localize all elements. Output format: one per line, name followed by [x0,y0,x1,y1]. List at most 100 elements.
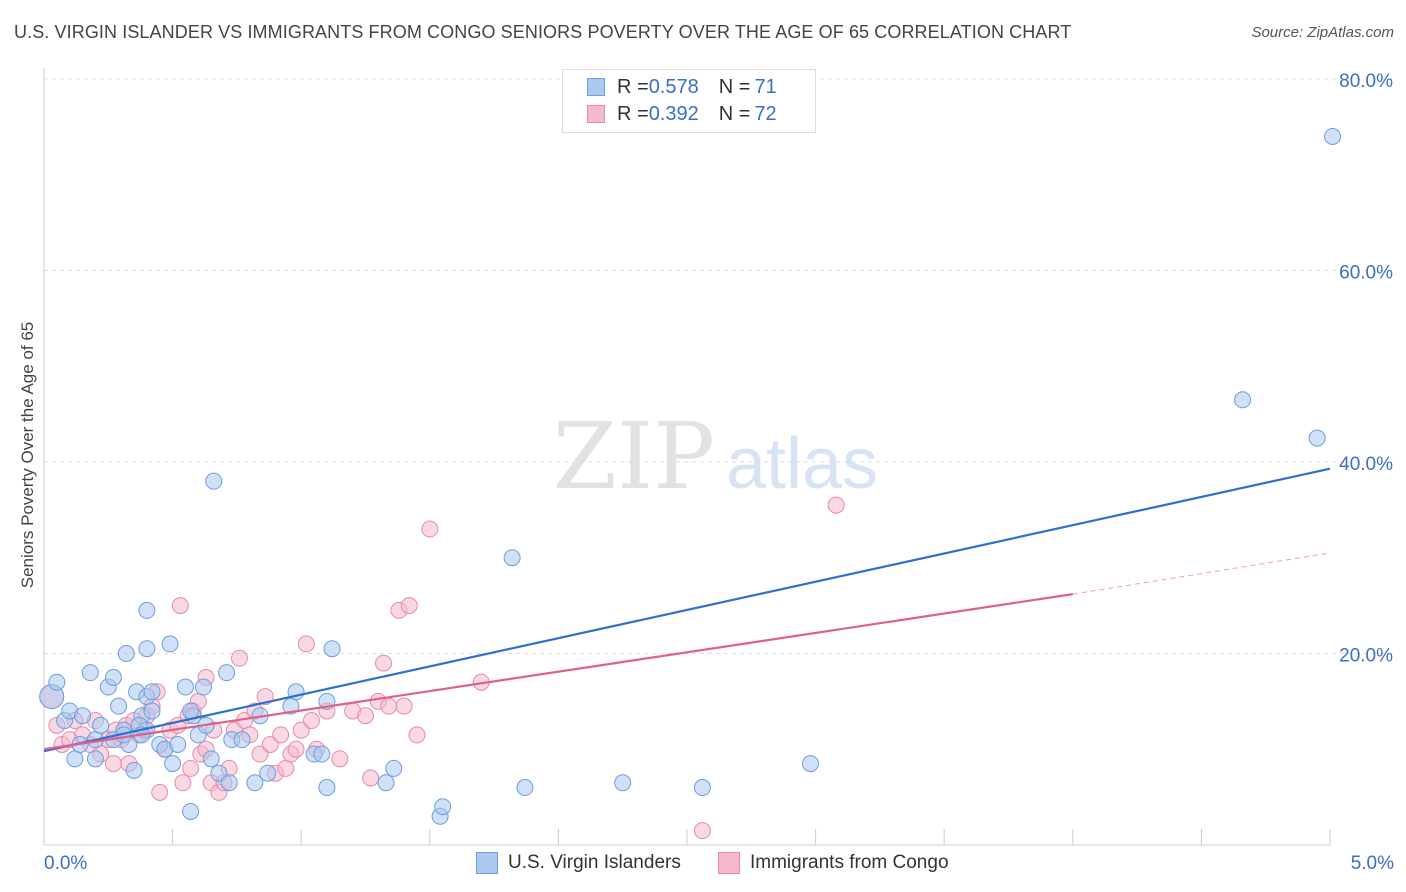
blue-legend-swatch [476,852,498,874]
chart-title: U.S. VIRGIN ISLANDER VS IMMIGRANTS FROM … [14,22,1072,42]
virgin-islander-point [1324,127,1342,145]
virgin-islander-point [318,779,336,797]
virgin-islander-point [246,774,264,792]
virgin-islander-point [194,678,212,696]
congo-point [272,726,290,744]
legend-r-label-1: R = [617,75,649,98]
congo-point [174,774,192,792]
virgin-islander-point [233,731,251,749]
congo-trendline [43,593,1073,751]
congo-point [362,769,380,787]
virgin-islander-point [801,755,819,773]
congo-point [375,654,393,672]
grid-lines [44,78,1392,654]
congo-point [104,755,122,773]
congo-point [421,520,439,538]
congo-point [230,649,248,667]
correlation-legend: R = 0.578 N = 71 R = 0.392 N = 72 [562,69,816,133]
congo-point [151,783,169,801]
blue-swatch [587,78,605,96]
virgin-islander-point [138,640,156,658]
virgin-islander-point [81,664,99,682]
watermark: ZIP atlas [553,403,878,510]
virgin-islander-point [218,664,236,682]
congo-point [693,822,711,840]
congo-point [182,759,200,777]
virgin-islander-point [434,798,452,816]
virgin-islander-point [74,707,92,725]
legend-item-congo[interactable]: Immigrants from Congo [718,852,949,874]
y-tick-label: 60.0% [1339,263,1393,284]
virgin-islander-point [110,697,128,715]
virgin-islander-point [164,755,182,773]
congo-point [171,597,189,615]
virgin-islander-point [259,764,277,782]
virgin-islander-point [117,645,135,662]
virgin-islander-point [323,640,341,658]
virgin-islander-point [202,750,220,768]
y-tick-label: 40.0% [1339,454,1393,475]
virgin-islander-point [220,774,238,792]
virgin-islander-point [169,735,187,753]
congo-point [331,750,349,768]
legend-label-congo: Immigrants from Congo [750,852,949,873]
pink-legend-swatch [718,852,740,874]
watermark-zip: ZIP [553,403,715,510]
legend-row-virgin-islanders: R = 0.578 N = 71 [587,75,777,99]
legend-r-value-1: 0.578 [648,75,699,98]
congo-point [277,759,295,777]
congo-point [297,635,315,653]
virgin-islander-point [313,745,331,763]
legend-n-value-2: 72 [754,102,777,125]
congo-point [380,697,398,715]
virgin-islander-point [205,472,223,490]
virgin-islander-point [48,673,66,691]
virgin-islander-point [143,683,161,701]
legend-r-value-2: 0.392 [648,102,699,125]
legend-row-congo: R = 0.392 N = 72 [587,102,777,126]
legend-label-virgin-islanders: U.S. Virgin Islanders [508,852,681,873]
virgin-islander-point [125,761,143,779]
legend-n-label-1: N = [718,75,751,98]
congo-point [400,597,418,615]
x-tick-max: 5.0% [1351,853,1394,874]
virgin-islander-point [516,779,534,797]
pink-swatch [587,105,605,123]
congo-trendline-extension [1072,552,1331,595]
watermark-atlas: atlas [726,424,878,504]
congo-point [357,707,374,725]
congo-points [39,496,845,840]
congo-point [408,726,426,744]
virgin-islander-point [614,774,632,792]
legend-r-label-2: R = [617,102,649,125]
virgin-islander-trendline [43,467,1331,753]
source-label: Source: ZipAtlas.com [1251,24,1394,41]
virgin-islander-point [385,759,403,777]
virgin-islander-point [86,750,104,768]
virgin-islander-point [182,802,200,820]
virgin-islander-point [693,779,711,797]
y-tick-labels: 20.0% 40.0% 60.0% 80.0% [1339,71,1393,667]
virgin-islander-point [143,702,161,720]
axes [43,68,1331,846]
y-tick-label: 20.0% [1339,646,1393,667]
legend-n-value-1: 71 [754,75,777,98]
virgin-islander-point [1308,429,1326,447]
legend-item-virgin-islanders[interactable]: U.S. Virgin Islanders [476,852,681,874]
x-tick-min: 0.0% [44,853,87,874]
y-tick-label: 80.0% [1339,71,1393,92]
congo-point [395,697,413,715]
virgin-islander-point [66,750,84,768]
virgin-islander-point [182,702,200,720]
trend-lines [43,467,1331,753]
congo-point [827,496,845,514]
virgin-islander-point [377,774,395,792]
virgin-islander-point [1234,391,1252,409]
virgin-islander-point [138,601,156,619]
virgin-islander-point [503,549,521,567]
congo-point [302,712,320,730]
virgin-islander-point [161,635,179,653]
virgin-islander-point [176,678,194,696]
virgin-islander-point [104,668,122,686]
